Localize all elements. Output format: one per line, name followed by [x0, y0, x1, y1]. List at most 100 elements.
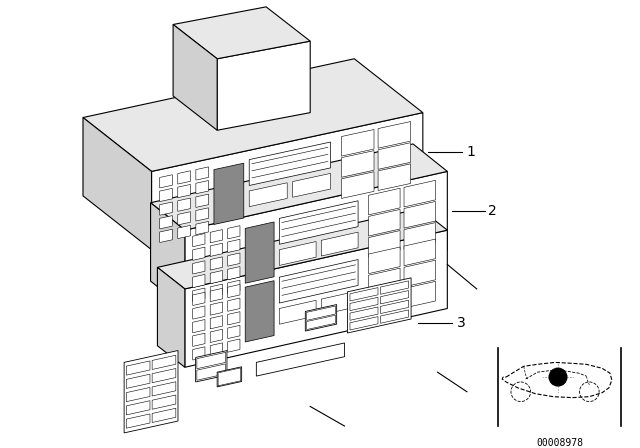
Polygon shape — [369, 268, 400, 295]
Polygon shape — [126, 388, 150, 402]
Polygon shape — [245, 281, 274, 342]
Polygon shape — [83, 59, 423, 172]
Polygon shape — [245, 222, 274, 283]
Polygon shape — [381, 300, 408, 314]
Polygon shape — [378, 121, 411, 148]
Polygon shape — [249, 142, 331, 185]
Polygon shape — [126, 374, 150, 388]
Polygon shape — [228, 284, 240, 297]
Polygon shape — [348, 278, 411, 333]
Polygon shape — [378, 164, 411, 190]
Polygon shape — [369, 289, 400, 316]
Polygon shape — [210, 243, 223, 256]
Polygon shape — [217, 367, 242, 387]
Polygon shape — [152, 408, 176, 422]
Polygon shape — [210, 329, 223, 342]
Polygon shape — [350, 317, 378, 330]
Polygon shape — [124, 350, 178, 433]
Polygon shape — [381, 310, 408, 323]
Polygon shape — [257, 343, 344, 376]
Polygon shape — [214, 163, 244, 224]
Polygon shape — [228, 312, 240, 325]
Text: 3: 3 — [457, 316, 466, 330]
Polygon shape — [160, 175, 172, 188]
Polygon shape — [152, 382, 176, 396]
Circle shape — [549, 368, 567, 386]
Polygon shape — [173, 7, 310, 59]
Polygon shape — [193, 247, 205, 260]
Polygon shape — [369, 247, 400, 274]
Polygon shape — [178, 198, 191, 211]
Polygon shape — [342, 151, 374, 177]
Polygon shape — [404, 202, 435, 228]
Polygon shape — [185, 172, 447, 309]
Polygon shape — [321, 291, 358, 315]
Polygon shape — [193, 292, 205, 306]
Polygon shape — [404, 180, 435, 207]
Polygon shape — [350, 307, 378, 320]
Polygon shape — [150, 203, 185, 309]
Polygon shape — [381, 281, 408, 294]
Polygon shape — [83, 117, 152, 250]
Polygon shape — [210, 343, 223, 356]
Polygon shape — [193, 333, 205, 346]
Polygon shape — [210, 257, 223, 270]
Polygon shape — [279, 300, 316, 324]
Text: 00008978: 00008978 — [536, 438, 583, 448]
Polygon shape — [152, 369, 176, 383]
Polygon shape — [196, 167, 209, 180]
Polygon shape — [228, 280, 240, 293]
Polygon shape — [196, 194, 209, 207]
Polygon shape — [210, 289, 223, 302]
Polygon shape — [196, 181, 209, 194]
Polygon shape — [404, 260, 435, 287]
Polygon shape — [404, 239, 435, 266]
Polygon shape — [249, 183, 287, 207]
Polygon shape — [178, 185, 191, 198]
Polygon shape — [350, 297, 378, 310]
Polygon shape — [228, 226, 240, 239]
Polygon shape — [193, 347, 205, 360]
Polygon shape — [178, 212, 191, 225]
Polygon shape — [228, 267, 240, 280]
Text: 2: 2 — [488, 203, 497, 218]
Polygon shape — [369, 231, 400, 257]
Polygon shape — [160, 215, 172, 229]
Polygon shape — [279, 201, 358, 244]
Polygon shape — [279, 259, 358, 303]
Polygon shape — [152, 112, 423, 250]
Polygon shape — [157, 267, 185, 367]
Polygon shape — [404, 281, 435, 308]
Polygon shape — [193, 233, 205, 247]
Polygon shape — [150, 144, 447, 230]
Polygon shape — [193, 261, 205, 274]
Polygon shape — [126, 361, 150, 375]
Polygon shape — [210, 229, 223, 243]
Polygon shape — [178, 171, 191, 184]
Polygon shape — [217, 41, 310, 130]
Polygon shape — [197, 364, 226, 380]
Polygon shape — [193, 288, 205, 301]
Polygon shape — [342, 129, 374, 156]
Polygon shape — [196, 221, 209, 235]
Polygon shape — [292, 173, 331, 197]
Polygon shape — [152, 355, 176, 370]
Polygon shape — [342, 172, 374, 198]
Polygon shape — [378, 143, 411, 169]
Polygon shape — [228, 253, 240, 266]
Polygon shape — [152, 395, 176, 409]
Polygon shape — [185, 230, 447, 367]
Polygon shape — [228, 339, 240, 352]
Polygon shape — [193, 319, 205, 333]
Polygon shape — [193, 306, 205, 319]
Polygon shape — [307, 315, 335, 330]
Polygon shape — [210, 302, 223, 315]
Polygon shape — [381, 291, 408, 304]
Polygon shape — [321, 232, 358, 256]
Polygon shape — [218, 368, 241, 386]
Polygon shape — [160, 188, 172, 202]
Polygon shape — [228, 298, 240, 311]
Polygon shape — [178, 225, 191, 239]
Polygon shape — [210, 271, 223, 284]
Polygon shape — [307, 306, 335, 320]
